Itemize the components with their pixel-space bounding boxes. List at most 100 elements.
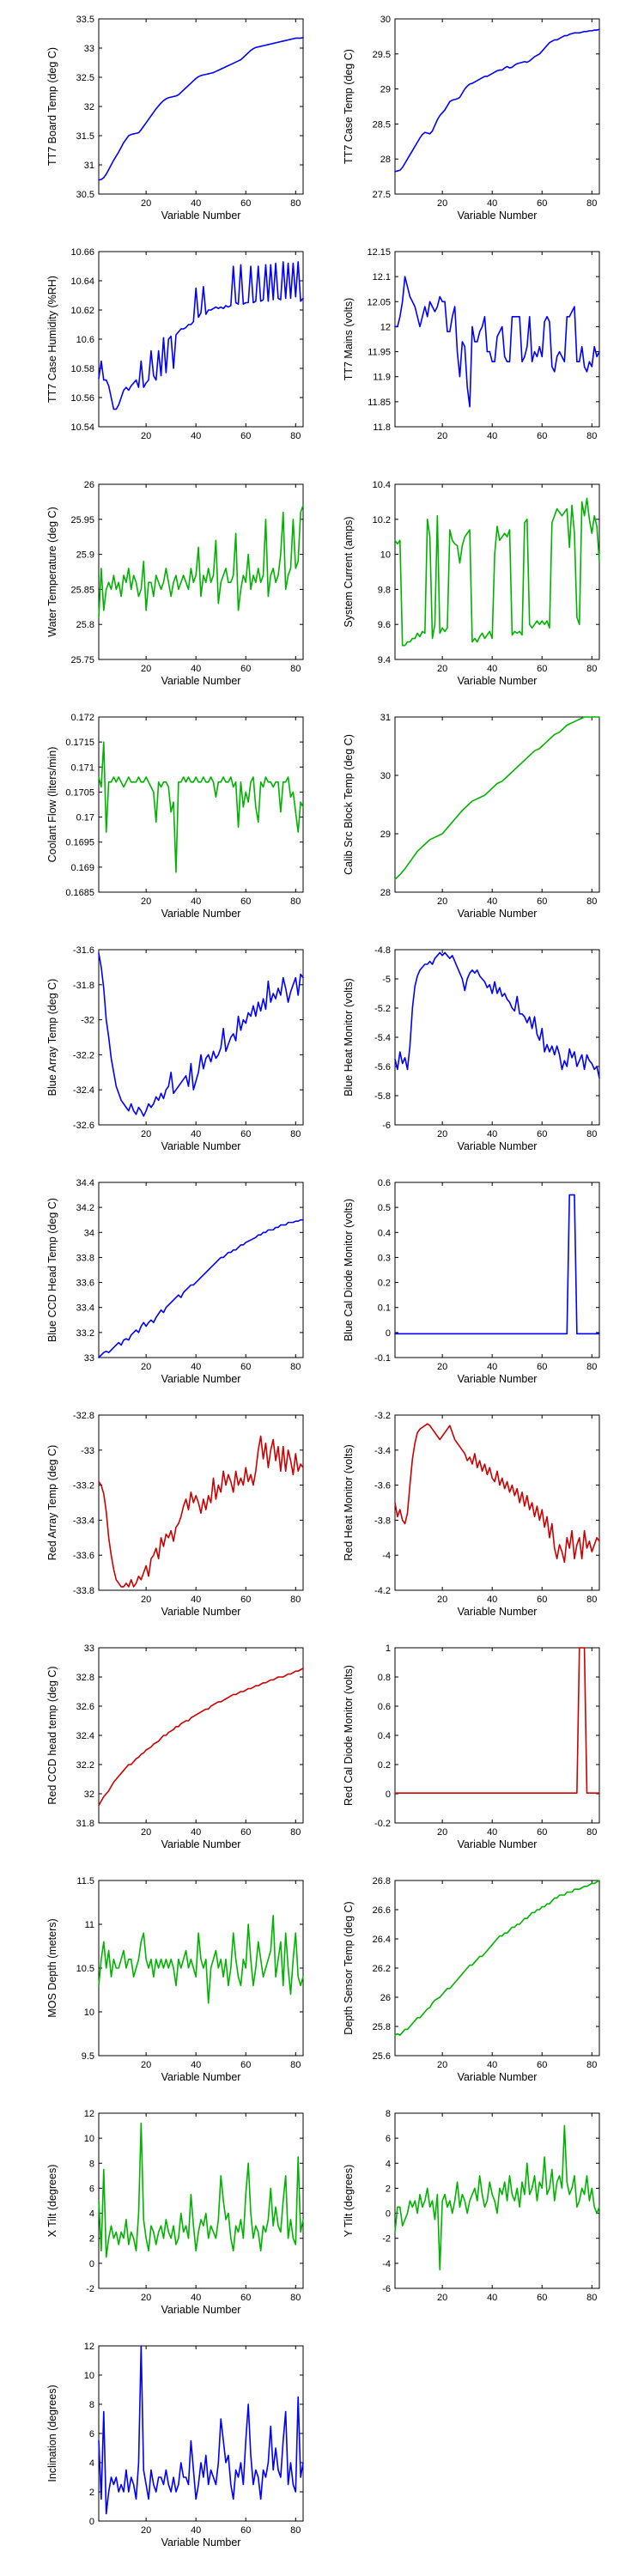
data-series-line (394, 1880, 600, 2036)
x-tick-label: 60 (240, 1827, 251, 1838)
plot-area (98, 1414, 304, 1591)
y-tick-label: 25.8 (76, 620, 94, 630)
x-tick-label: 40 (487, 198, 497, 209)
y-axis-label: Red Array Temp (deg C) (46, 1445, 58, 1561)
data-series-line (394, 951, 600, 1079)
x-tick-label: 40 (191, 896, 201, 907)
y-tick-label: 0.172 (70, 713, 94, 723)
y-tick-label: 0.6 (378, 1178, 391, 1188)
x-axis-label: Variable Number (161, 675, 241, 687)
data-series-line (98, 1435, 304, 1588)
data-series-line (98, 2122, 304, 2258)
y-tick-label: 32.4 (76, 1731, 94, 1741)
chart-panel-6: 20 40 60 80 9.4 9.6 9.8 10 10.2 10.4 Variable Numb… (343, 480, 600, 687)
data-series-line (394, 497, 600, 647)
y-tick-label: 31 (380, 713, 391, 723)
x-tick-label: 60 (537, 2060, 547, 2070)
data-series-line (98, 2345, 304, 2515)
y-tick-label: -3.4 (374, 1446, 391, 1456)
chart-panel-18: 20 40 60 80 25.6 25.8 26 26.2 26.4 26.6 26.8 Variab… (343, 1876, 600, 2083)
y-tick-label: 26.4 (373, 1935, 391, 1945)
y-tick-label: 4 (386, 2159, 391, 2169)
y-tick-label: -32.2 (73, 1050, 94, 1060)
x-axis-label: Variable Number (161, 1606, 241, 1618)
x-tick-label: 80 (290, 198, 301, 209)
y-tick-label: -0.1 (374, 1353, 391, 1364)
x-axis-label: Variable Number (458, 1838, 538, 1850)
y-tick-label: -5 (382, 975, 391, 985)
y-axis-label: TT7 Case Humidity (%RH) (46, 276, 58, 403)
x-tick-label: 80 (586, 1595, 597, 1605)
x-tick-label: 40 (191, 1595, 201, 1605)
y-axis-label: Blue CCD Head Temp (deg C) (46, 1198, 58, 1342)
plot-area (98, 483, 304, 660)
plot-area (394, 2112, 600, 2289)
y-tick-label: 30.5 (76, 190, 94, 200)
y-tick-label: 0.3 (378, 1253, 391, 1263)
y-tick-label: 11.85 (368, 398, 391, 408)
x-tick-label: 20 (141, 2293, 151, 2303)
y-tick-label: 0.1705 (65, 787, 94, 798)
x-tick-label: 80 (586, 664, 597, 674)
y-tick-label: 8 (89, 2159, 94, 2169)
x-tick-label: 80 (290, 2060, 301, 2070)
y-tick-label: 10.58 (70, 364, 94, 374)
x-tick-label: 80 (586, 2293, 597, 2303)
x-tick-label: 60 (537, 2293, 547, 2303)
y-tick-label: 26.8 (373, 1876, 391, 1886)
x-axis-label: Variable Number (161, 1140, 241, 1152)
x-tick-label: 20 (437, 664, 447, 674)
y-axis-label: Blue Array Temp (deg C) (46, 979, 58, 1097)
y-tick-label: 4 (89, 2458, 94, 2469)
x-tick-label: 20 (437, 1362, 447, 1372)
y-tick-label: 12 (84, 2109, 94, 2119)
y-tick-label: 12 (84, 2342, 94, 2352)
data-series-line (98, 1915, 304, 2004)
y-tick-label: -3.6 (374, 1481, 391, 1492)
x-tick-label: 60 (537, 1827, 547, 1838)
x-axis-label: Variable Number (458, 675, 538, 687)
data-series-line (98, 741, 304, 873)
y-axis-label: X Tilt (degrees) (46, 2165, 58, 2238)
y-tick-label: -4.2 (374, 1586, 391, 1596)
x-axis-label: Variable Number (161, 2304, 241, 2316)
y-axis-label: Y Tilt (degrees) (343, 2165, 355, 2238)
plot-area (394, 18, 600, 195)
y-tick-label: 32.5 (76, 73, 94, 83)
x-tick-label: 80 (586, 1129, 597, 1139)
x-tick-label: 80 (290, 1827, 301, 1838)
y-tick-label: 32 (84, 102, 94, 112)
y-tick-label: 25.6 (373, 2051, 391, 2062)
x-tick-label: 20 (141, 896, 151, 907)
y-tick-label: -6 (382, 2284, 391, 2294)
x-tick-label: 80 (586, 1362, 597, 1372)
y-tick-label: 30 (380, 15, 391, 25)
plot-area (98, 716, 304, 893)
x-tick-label: 80 (586, 896, 597, 907)
x-tick-label: 20 (141, 1129, 151, 1139)
x-tick-label: 20 (141, 1827, 151, 1838)
x-tick-label: 20 (141, 2525, 151, 2536)
y-axis-label: Coolant Flow (liters/min) (46, 747, 58, 863)
y-tick-label: 0.169 (70, 863, 94, 873)
chart-panel-17: 20 40 60 80 9.5 10 10.5 11 11.5 Variable Number MO… (46, 1876, 304, 2083)
y-tick-label: -33.4 (73, 1516, 94, 1526)
x-axis-label: Variable Number (161, 1838, 241, 1850)
y-axis-label: Depth Sensor Temp (deg C) (343, 1901, 355, 2034)
y-tick-label: 8 (89, 2400, 94, 2410)
y-tick-label: -33.6 (73, 1551, 94, 1561)
y-axis-label: Blue Cal Diode Monitor (volts) (343, 1199, 355, 1341)
data-series-line (98, 1218, 304, 1358)
y-tick-label: -0.2 (374, 1819, 391, 1829)
y-tick-label: 12 (380, 322, 391, 332)
x-tick-label: 60 (537, 896, 547, 907)
x-axis-label: Variable Number (161, 2537, 241, 2549)
x-tick-label: 20 (437, 2060, 447, 2070)
y-axis-label: Water Temperature (deg C) (46, 507, 58, 636)
x-tick-label: 20 (437, 431, 447, 441)
y-tick-label: -5.6 (374, 1062, 391, 1072)
y-tick-label: 32 (84, 1789, 94, 1800)
plot-area (98, 2345, 304, 2522)
y-tick-label: 33.4 (76, 1303, 94, 1314)
